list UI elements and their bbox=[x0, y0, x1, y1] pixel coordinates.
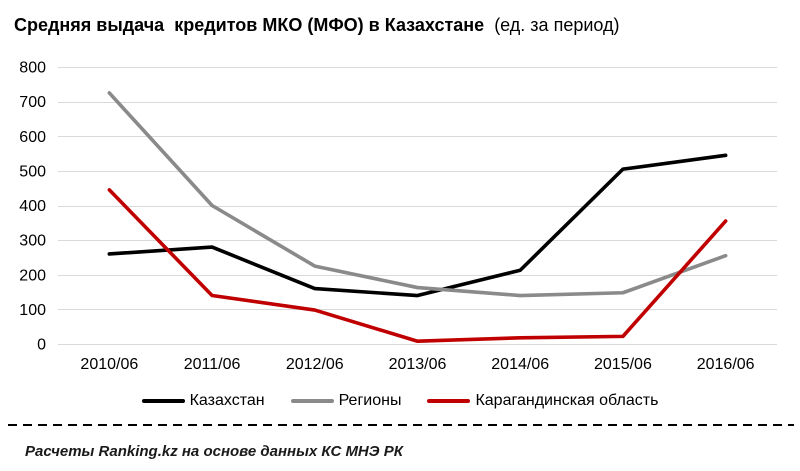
y-axis-tick-label: 100 bbox=[19, 302, 46, 319]
legend-label: Регионы bbox=[338, 392, 402, 409]
chart-title: Средняя выдача кредитов МКО (МФО) в Каза… bbox=[14, 15, 620, 36]
legend-label: Казахстан bbox=[189, 392, 265, 409]
y-axis-tick-label: 500 bbox=[19, 163, 46, 180]
legend-swatch-regions bbox=[290, 399, 334, 403]
chart-title-main: Средняя выдача кредитов МКО (МФО) в Каза… bbox=[14, 15, 485, 35]
series-line-regions bbox=[107, 91, 728, 298]
y-axis-tick-label: 300 bbox=[19, 233, 46, 250]
y-axis-tick-label: 200 bbox=[19, 267, 46, 284]
chart-title-sub: (ед. за период) bbox=[484, 15, 620, 35]
series-line-kazakhstan bbox=[107, 153, 728, 298]
dashed-divider bbox=[8, 424, 794, 426]
legend-label: Карагандинская область bbox=[475, 392, 659, 409]
legend-item-regions: Регионы bbox=[290, 392, 402, 410]
y-axis-tick-label: 400 bbox=[19, 198, 46, 215]
x-axis-tick-label: 2011/06 bbox=[184, 356, 241, 373]
x-axis-tick-label: 2015/06 bbox=[594, 356, 652, 373]
legend-item-kazakhstan: Казахстан bbox=[141, 392, 265, 410]
legend-item-karaganda-region: Карагандинская область bbox=[427, 392, 658, 410]
x-axis-tick-label: 2013/06 bbox=[389, 356, 447, 373]
source-note: Расчеты Ranking.kz на основе данных КС М… bbox=[25, 443, 403, 460]
x-axis-tick-label: 2012/06 bbox=[286, 356, 344, 373]
chart-legend: Казахстан Регионы Карагандинская область bbox=[0, 392, 800, 410]
y-axis-tick-label: 600 bbox=[19, 129, 46, 146]
series-line-karaganda-region bbox=[107, 188, 728, 344]
y-axis-tick-label: 700 bbox=[19, 94, 46, 111]
line-chart: 0 100 200 300 400 500 600 700 800 2010/06 2011/06 2… bbox=[19, 60, 777, 373]
x-axis-tick-label: 2010/06 bbox=[80, 356, 138, 373]
legend-swatch-karaganda-region bbox=[427, 399, 471, 403]
legend-swatch-kazakhstan bbox=[141, 399, 185, 403]
x-axis-tick-label: 2016/06 bbox=[697, 356, 755, 373]
x-axis-tick-label: 2014/06 bbox=[491, 356, 549, 373]
y-axis-tick-label: 0 bbox=[37, 337, 46, 354]
y-axis-tick-label: 800 bbox=[19, 60, 46, 77]
